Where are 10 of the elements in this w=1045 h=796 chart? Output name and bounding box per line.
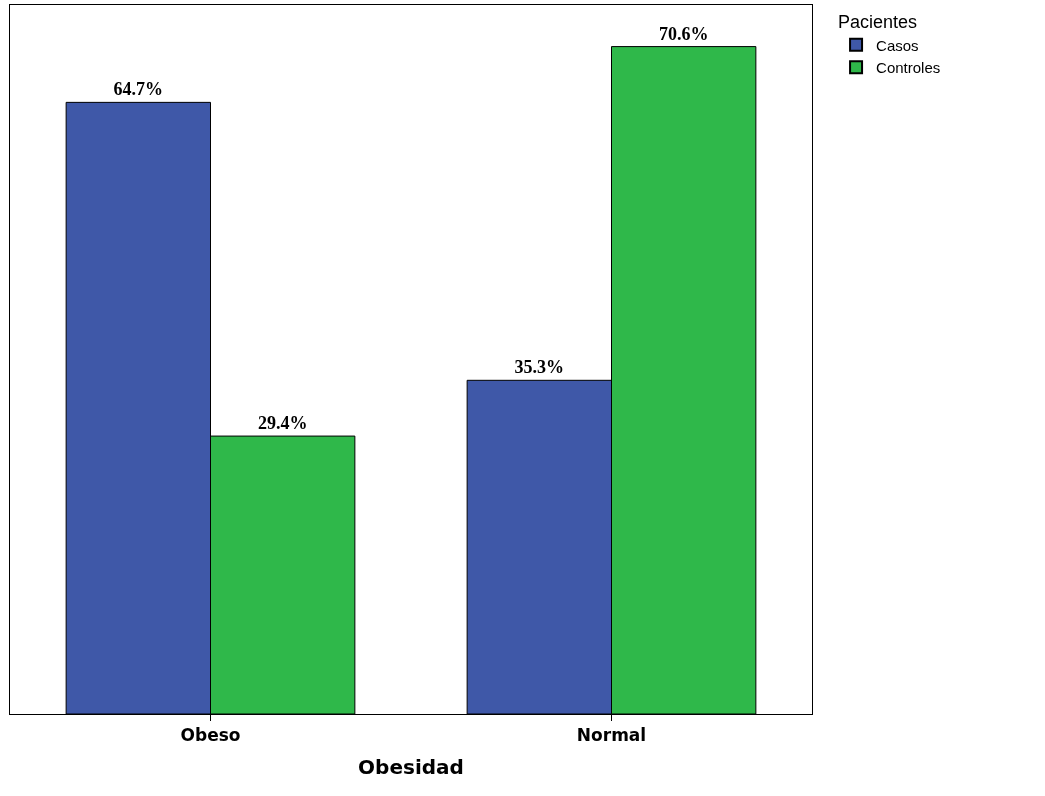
data-label: 64.7% — [113, 79, 164, 100]
legend-title: Pacientes — [838, 12, 918, 33]
x-tick-label: Obeso — [180, 725, 241, 746]
legend-label: Controles — [876, 59, 941, 76]
data-label: 35.3% — [514, 357, 565, 378]
x-axis-title: Obesidad — [358, 754, 464, 779]
data-label: 29.4% — [257, 413, 308, 434]
data-label: 70.6% — [658, 23, 709, 44]
x-tick-label: Normal — [576, 725, 647, 746]
legend-label: Casos — [876, 36, 919, 54]
